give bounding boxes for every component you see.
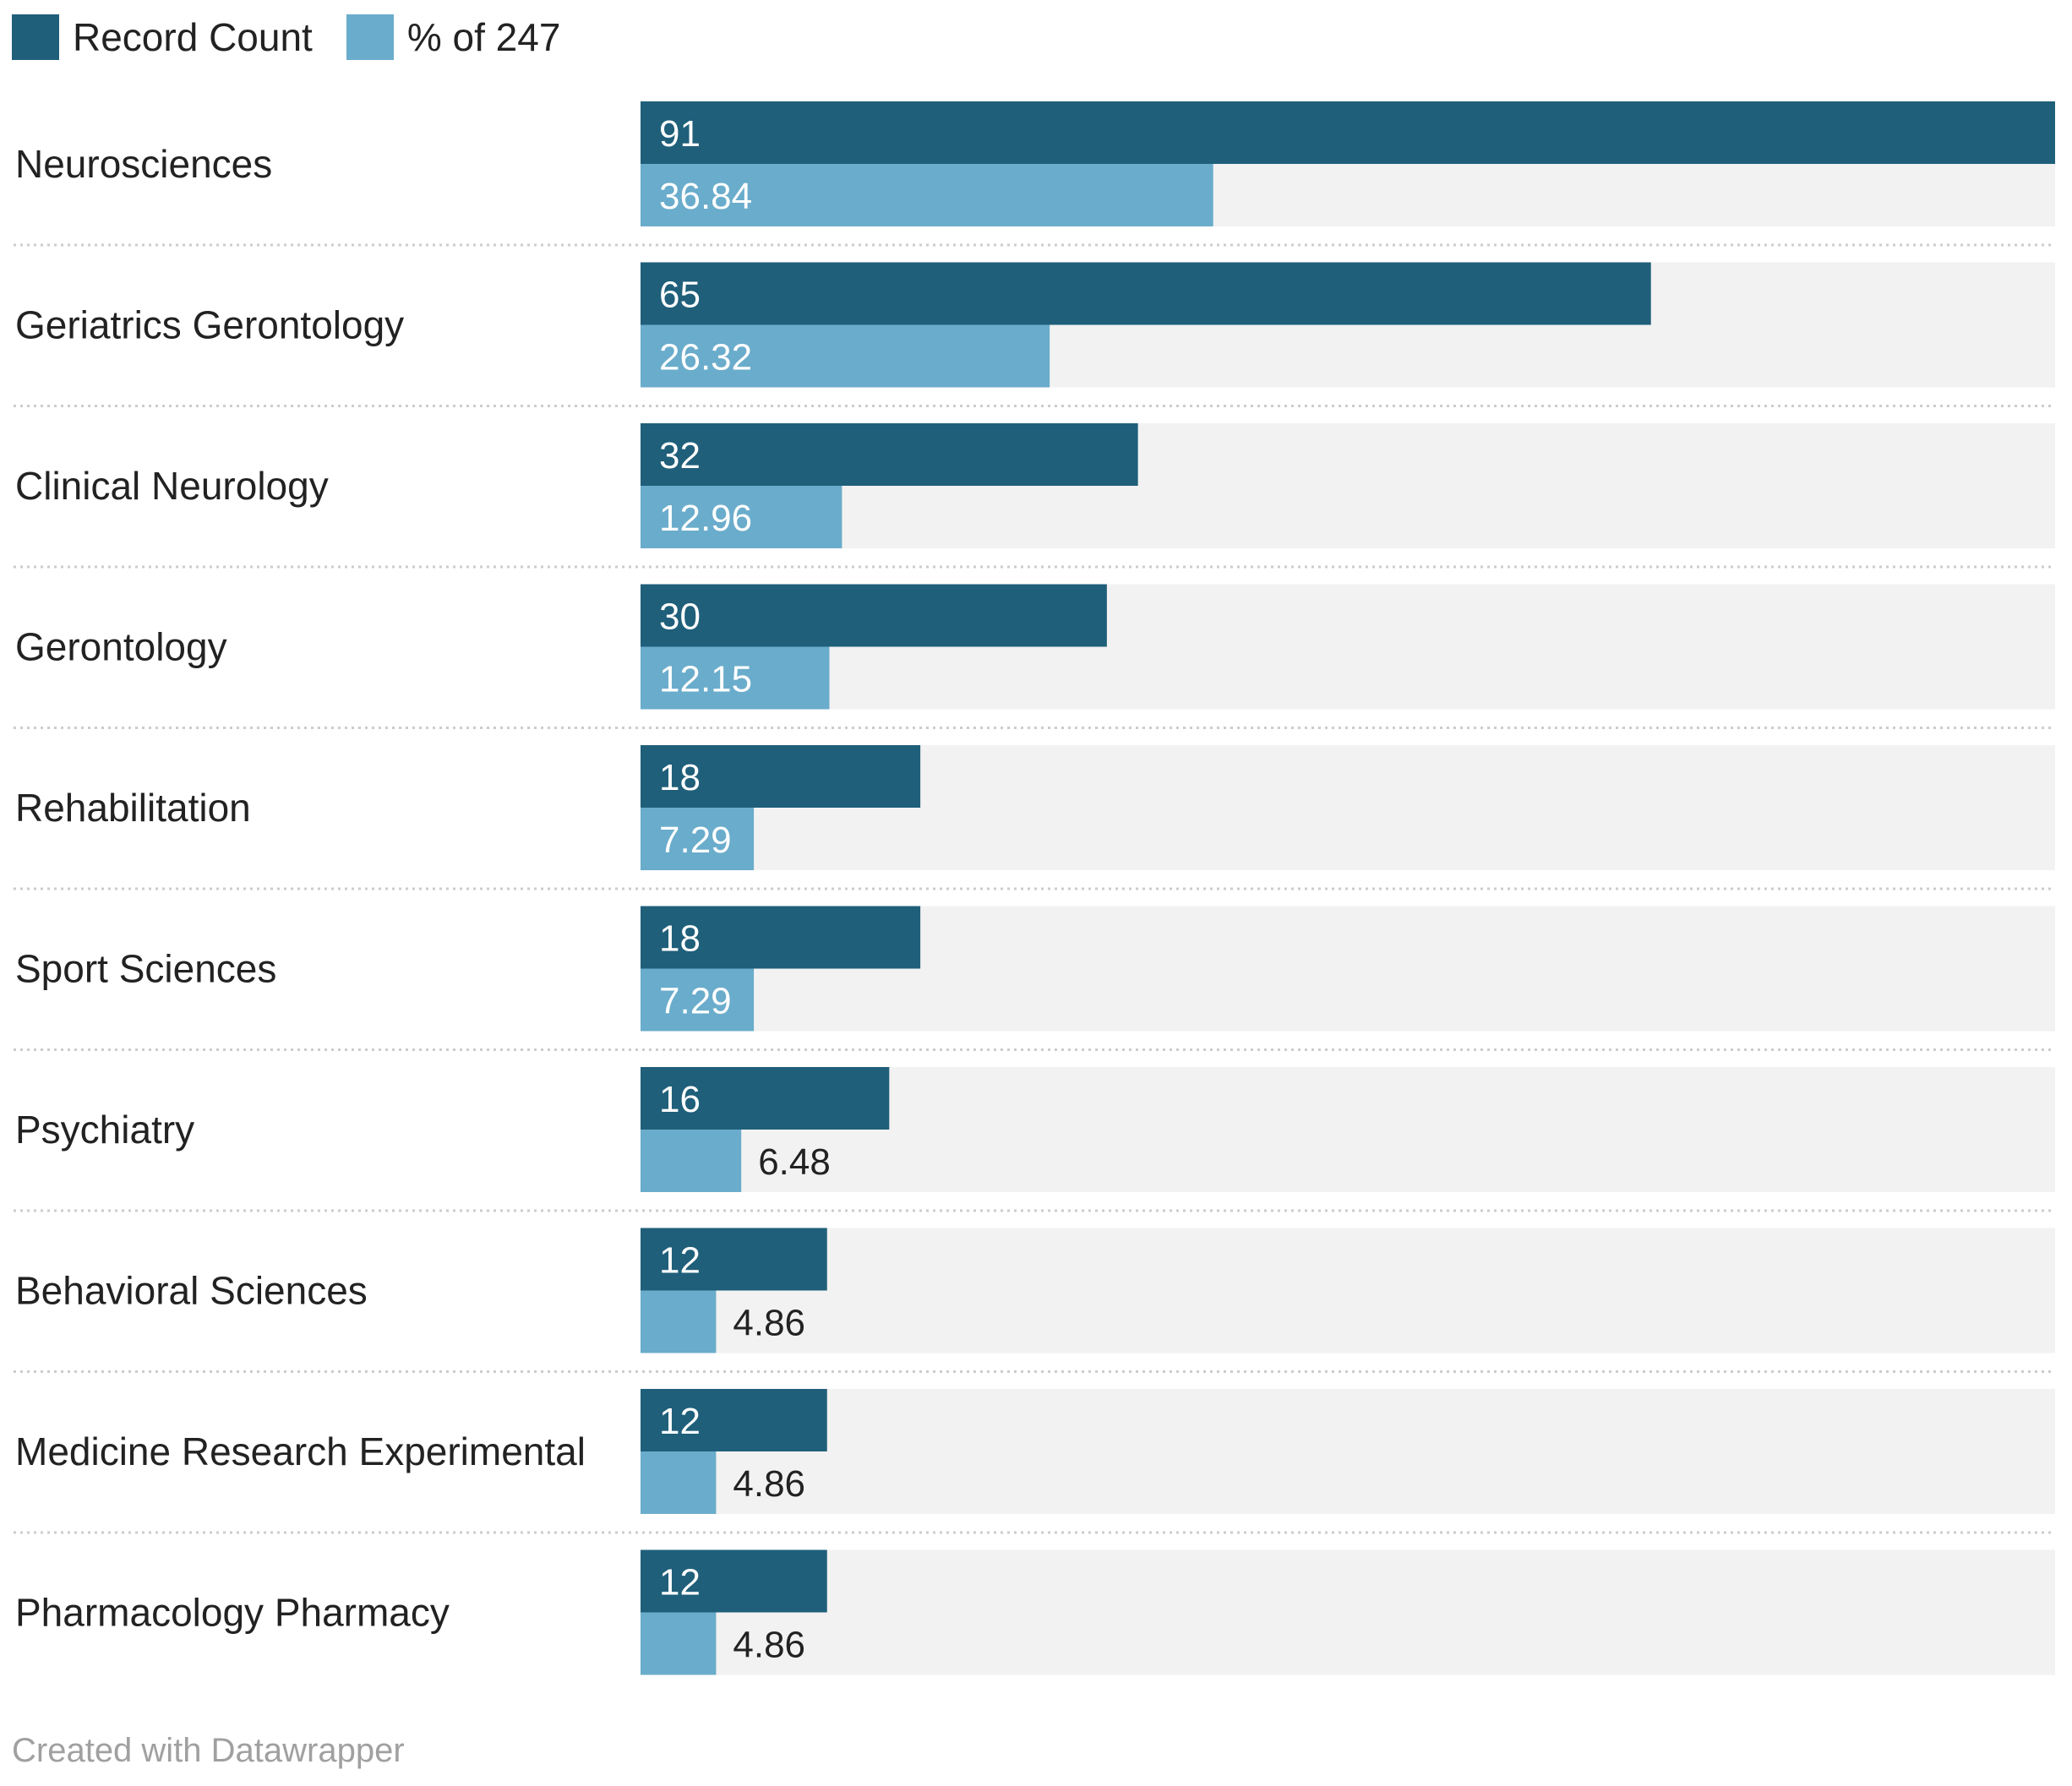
record-count-label: 18 <box>659 918 701 960</box>
percent-bar <box>641 968 755 1032</box>
percent-label: 4.86 <box>733 1463 805 1505</box>
record-count-bar <box>641 906 921 969</box>
percent-bar <box>641 1612 717 1675</box>
bar-track <box>641 1228 2055 1353</box>
percent-bar <box>641 808 755 870</box>
percent-label: 4.86 <box>733 1303 805 1344</box>
percent-bar <box>641 1451 717 1514</box>
record-count-label: 16 <box>659 1079 701 1120</box>
legend-swatch <box>12 14 59 60</box>
record-count-bar <box>641 1549 827 1613</box>
record-count-label: 30 <box>659 596 701 638</box>
record-count-bar <box>641 423 1138 486</box>
category-label: Behavioral Sciences <box>15 1269 368 1313</box>
category-row: Psychiatry 16 6.48 <box>14 1067 2055 1212</box>
category-label: Gerontology <box>15 625 227 669</box>
record-count-bar <box>641 101 2055 164</box>
category-row: Gerontology 30 12.15 <box>14 584 2055 729</box>
record-count-label: 12 <box>659 1562 701 1604</box>
record-count-bar <box>641 584 1107 647</box>
category-label: Sport Sciences <box>15 947 276 991</box>
percent-bar <box>641 1130 742 1192</box>
percent-label: 6.48 <box>758 1141 831 1183</box>
footer-credit: Created with Datawrapper <box>12 1732 405 1769</box>
record-count-label: 12 <box>659 1240 701 1282</box>
category-label: Clinical Neurology <box>15 464 329 508</box>
percent-label: 7.29 <box>659 981 732 1022</box>
category-row: Behavioral Sciences 12 4.86 <box>14 1228 2055 1373</box>
percent-bar <box>641 164 1213 226</box>
legend-label: Record Count <box>73 15 313 59</box>
category-label: Pharmacology Pharmacy <box>15 1591 450 1635</box>
chart-legend: Record Count % of 247 <box>12 12 594 63</box>
category-label: Geriatrics Gerontology <box>15 303 404 347</box>
record-count-bar <box>641 1389 827 1451</box>
record-count-label: 65 <box>659 275 701 316</box>
percent-bar <box>641 1290 717 1353</box>
legend-item: % of 247 <box>346 14 561 60</box>
record-count-label: 18 <box>659 757 701 798</box>
record-count-label: 12 <box>659 1401 701 1442</box>
category-row: Clinical Neurology 32 12.96 <box>14 423 2055 569</box>
category-row: Geriatrics Gerontology 65 26.32 <box>14 262 2055 407</box>
record-count-bar <box>641 745 921 808</box>
percent-label: 4.86 <box>733 1625 805 1666</box>
percent-label: 36.84 <box>659 176 752 217</box>
category-row: Pharmacology Pharmacy 12 4.86 <box>15 1549 2055 1675</box>
legend-label: % of 247 <box>406 15 561 59</box>
category-row: Medicine Research Experimental 12 4.86 <box>14 1389 2055 1534</box>
category-row: Rehabilitation 18 7.29 <box>14 745 2055 890</box>
record-count-bar <box>641 262 1651 325</box>
category-label: Psychiatry <box>15 1108 194 1152</box>
category-label: Medicine Research Experimental <box>15 1429 586 1473</box>
legend-swatch <box>346 14 394 60</box>
bar-track <box>641 1389 2055 1514</box>
category-label: Rehabilitation <box>15 786 251 830</box>
record-count-bar <box>641 1228 827 1291</box>
bar-chart: Neurosciences 91 36.84 Geriatrics Gerontolo… <box>14 101 2055 1675</box>
category-row: Neurosciences 91 36.84 <box>14 101 2055 247</box>
percent-label: 7.29 <box>659 819 732 861</box>
percent-label: 12.15 <box>659 659 752 700</box>
percent-bar <box>641 324 1050 388</box>
category-label: Neurosciences <box>15 142 272 186</box>
percent-label: 26.32 <box>659 337 752 378</box>
bar-track <box>641 1549 2055 1675</box>
record-count-label: 32 <box>659 435 701 476</box>
percent-bar <box>641 486 842 548</box>
legend-item: Record Count <box>12 14 313 60</box>
record-count-bar <box>641 1067 890 1130</box>
percent-label: 12.96 <box>659 498 752 539</box>
category-row: Sport Sciences 18 7.29 <box>14 906 2055 1051</box>
record-count-label: 91 <box>659 113 701 155</box>
percent-bar <box>641 646 830 710</box>
